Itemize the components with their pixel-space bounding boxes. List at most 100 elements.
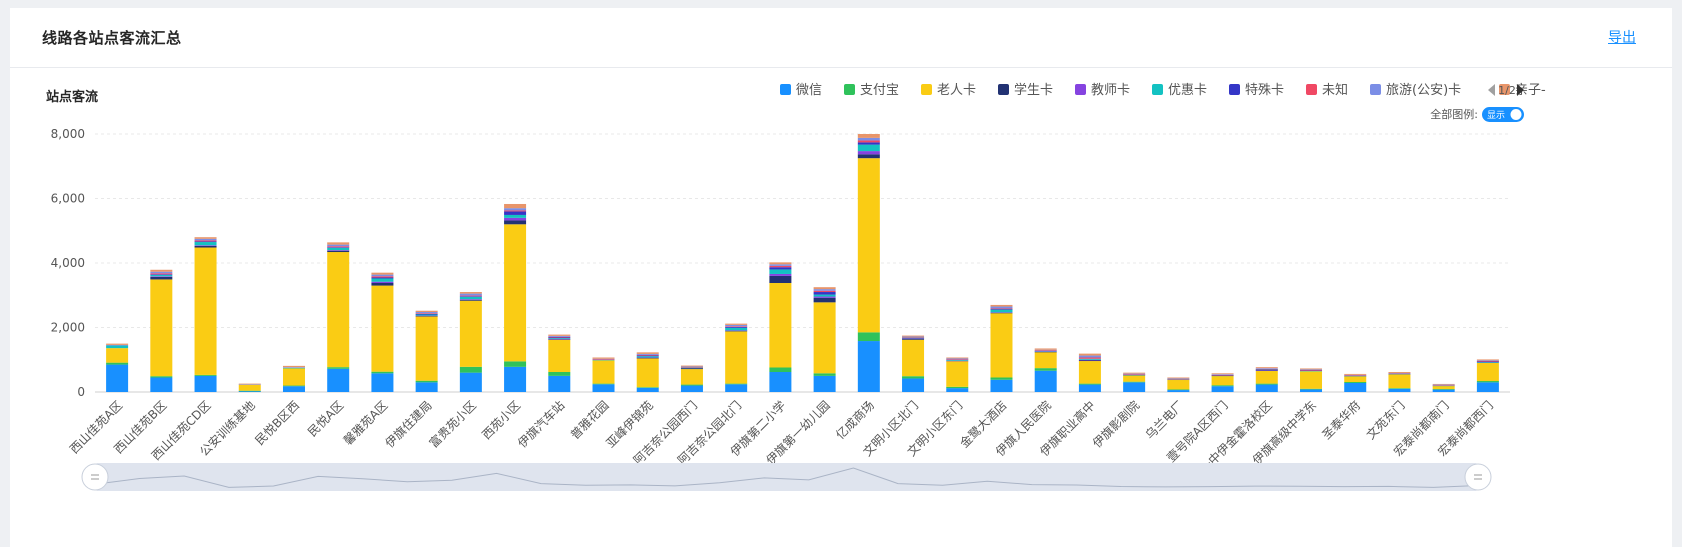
bar-20-0[interactable]: [990, 379, 1013, 392]
legend-swatch[interactable]: [1499, 84, 1510, 95]
bar-0-0[interactable]: [106, 364, 129, 392]
bar-31-0[interactable]: [1476, 382, 1499, 392]
bar-22-4[interactable]: [1078, 359, 1101, 361]
bar-24-9[interactable]: [1167, 377, 1190, 379]
bar-12-1[interactable]: [636, 387, 659, 388]
bar-11-1[interactable]: [592, 383, 615, 385]
bar-26-6[interactable]: [1255, 369, 1278, 370]
legend-swatch[interactable]: [1152, 84, 1163, 95]
bar-8-5[interactable]: [459, 296, 482, 300]
bar-10-9[interactable]: [548, 334, 571, 336]
bar-6-2[interactable]: [371, 285, 394, 372]
bar-0-1[interactable]: [106, 362, 129, 365]
bar-30-5[interactable]: [1432, 385, 1455, 387]
bar-10-6[interactable]: [548, 337, 571, 339]
bar-14-6[interactable]: [725, 326, 748, 328]
bar-23-0[interactable]: [1123, 382, 1146, 392]
bar-30-1[interactable]: [1432, 389, 1455, 390]
bar-4-2[interactable]: [282, 368, 305, 386]
bar-17-5[interactable]: [857, 144, 880, 152]
bar-18-8[interactable]: [902, 336, 925, 338]
bar-21-3[interactable]: [1034, 351, 1057, 353]
bar-20-1[interactable]: [990, 377, 1013, 380]
bar-24-0[interactable]: [1167, 390, 1190, 392]
bar-21-5[interactable]: [1034, 350, 1057, 352]
bar-19-2[interactable]: [946, 361, 969, 387]
zoom-handle-left[interactable]: [81, 463, 109, 491]
bar-14-5[interactable]: [725, 327, 748, 331]
legend-item-label[interactable]: 支付宝: [860, 83, 899, 98]
bar-1-8[interactable]: [150, 271, 173, 274]
bar-14-8[interactable]: [725, 324, 748, 327]
bar-15-0[interactable]: [769, 372, 792, 392]
bar-0-8[interactable]: [106, 344, 129, 346]
bar-8-0[interactable]: [459, 372, 482, 392]
bar-30-0[interactable]: [1432, 389, 1455, 392]
bar-3-2[interactable]: [238, 384, 261, 391]
bar-2-4[interactable]: [194, 245, 217, 246]
bar-28-8[interactable]: [1344, 374, 1367, 376]
bar-31-7[interactable]: [1476, 361, 1499, 362]
bar-2-2[interactable]: [194, 247, 217, 375]
bar-17-4[interactable]: [857, 151, 880, 155]
bar-5-1[interactable]: [327, 367, 350, 369]
bar-31-6[interactable]: [1476, 361, 1499, 363]
bar-22-2[interactable]: [1078, 361, 1101, 384]
bar-7-3[interactable]: [415, 315, 438, 317]
bar-13-5[interactable]: [680, 367, 703, 369]
bar-18-1[interactable]: [902, 376, 925, 379]
legend-item-label[interactable]: 老人卡: [937, 83, 976, 98]
bar-26-3[interactable]: [1255, 370, 1278, 371]
bar-28-9[interactable]: [1344, 373, 1367, 375]
bar-8-8[interactable]: [459, 293, 482, 296]
bar-30-8[interactable]: [1432, 384, 1455, 386]
bar-7-0[interactable]: [415, 382, 438, 392]
bar-1-3[interactable]: [150, 276, 173, 280]
bar-21-4[interactable]: [1034, 351, 1057, 352]
bar-7-1[interactable]: [415, 380, 438, 383]
bar-9-4[interactable]: [504, 217, 527, 221]
legend-swatch[interactable]: [1306, 84, 1317, 95]
legend-item-label[interactable]: 亲子-: [1515, 83, 1546, 98]
bar-25-2[interactable]: [1211, 375, 1234, 386]
legend-item-label[interactable]: 微信: [796, 83, 822, 98]
bar-2-1[interactable]: [194, 374, 217, 376]
bar-21-8[interactable]: [1034, 349, 1057, 351]
bar-10-8[interactable]: [548, 335, 571, 337]
bar-6-4[interactable]: [371, 281, 394, 283]
bar-5-2[interactable]: [327, 252, 350, 368]
legend-swatch[interactable]: [1229, 84, 1240, 95]
bar-25-0[interactable]: [1211, 386, 1234, 392]
bar-25-8[interactable]: [1211, 374, 1234, 375]
bar-11-8[interactable]: [592, 358, 615, 360]
bar-5-3[interactable]: [327, 250, 350, 253]
bar-4-0[interactable]: [282, 386, 305, 392]
bar-12-9[interactable]: [636, 352, 659, 354]
bar-22-8[interactable]: [1078, 355, 1101, 358]
bar-17-0[interactable]: [857, 341, 880, 392]
bar-30-9[interactable]: [1432, 383, 1455, 385]
bar-29-5[interactable]: [1388, 373, 1411, 375]
bar-13-9[interactable]: [680, 365, 703, 367]
bar-15-4[interactable]: [769, 273, 792, 276]
bar-25-1[interactable]: [1211, 385, 1234, 387]
bar-1-4[interactable]: [150, 276, 173, 277]
bar-20-3[interactable]: [990, 312, 1013, 314]
bar-4-9[interactable]: [282, 365, 305, 368]
bar-23-6[interactable]: [1123, 374, 1146, 376]
bar-17-3[interactable]: [857, 154, 880, 159]
bar-10-0[interactable]: [548, 375, 571, 392]
bar-19-1[interactable]: [946, 386, 969, 389]
bar-20-2[interactable]: [990, 312, 1013, 378]
bar-15-1[interactable]: [769, 367, 792, 373]
bar-1-6[interactable]: [150, 274, 173, 275]
bar-20-9[interactable]: [990, 304, 1013, 307]
bar-29-1[interactable]: [1388, 388, 1411, 389]
legend-item-label[interactable]: 特殊卡: [1245, 83, 1284, 98]
bar-12-3[interactable]: [636, 357, 659, 359]
bar-14-4[interactable]: [725, 330, 748, 332]
bar-5-4[interactable]: [327, 250, 350, 251]
bar-10-3[interactable]: [548, 339, 571, 340]
bar-29-9[interactable]: [1388, 372, 1411, 373]
bar-5-0[interactable]: [327, 368, 350, 392]
